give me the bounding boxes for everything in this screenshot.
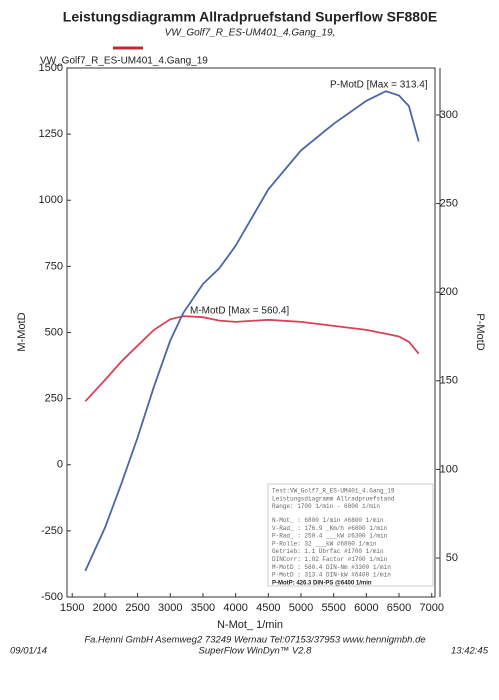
info-box — [267, 483, 434, 587]
footer-time: 13:42:45 — [451, 646, 489, 657]
y2-tick-label: 200 — [440, 286, 458, 298]
info-line: Leistungsdiagramm Allradpruefstand — [272, 495, 395, 502]
x-tick-label: 4500 — [256, 602, 280, 614]
y-tick-label: -250 — [41, 525, 63, 537]
chart-title: Leistungsdiagramm Allradpruefstand Super… — [63, 9, 437, 25]
y2-tick-label: 250 — [440, 197, 458, 209]
info-line: N-Mot_ : 6800 1/min #6800 1/min — [272, 517, 384, 524]
series-line — [84, 315, 420, 402]
footer-date: 09/01/14 — [10, 646, 47, 657]
info-line: P-MotP: 426.3 DIN-PS @6400 1/min — [272, 580, 372, 586]
legend-label: VW_Golf7_R_ES-UM401_4.Gang_19 — [40, 56, 208, 67]
x-axis-label: N-Mot_ 1/min — [217, 619, 283, 631]
x-tick-label: 7000 — [419, 602, 443, 614]
x-tick-label: 2500 — [125, 602, 149, 614]
y-tick-label: -500 — [41, 591, 63, 603]
y-tick-label: 750 — [45, 260, 63, 272]
x-tick-label: 3500 — [191, 602, 215, 614]
y-tick-label: 0 — [57, 459, 63, 471]
y2-axis-label: P-MotD — [474, 313, 486, 350]
x-tick-label: 3000 — [158, 602, 182, 614]
info-line: Range: 1700 1/min - 6800 1/min — [272, 503, 380, 510]
x-tick-label: 6000 — [354, 602, 378, 614]
annotation: P-MotD [Max = 313.4] — [330, 80, 428, 91]
y-tick-label: 1250 — [39, 128, 63, 140]
footer-software: SuperFlow WinDyn™ V2.8 — [199, 646, 313, 657]
info-line: Getrieb: 1.1 Übrfac #1700 1/min — [272, 548, 384, 555]
y-tick-label: 1000 — [39, 194, 63, 206]
annotation: M-MotD [Max = 560.4] — [190, 306, 289, 317]
y-axis-label: M-MotD — [16, 312, 28, 351]
series-line — [84, 90, 420, 572]
y-tick-label: 1500 — [39, 62, 63, 74]
info-line: P-Rolle: 32 ___kW #6800 1/min — [272, 540, 377, 547]
x-tick-label: 5000 — [289, 602, 313, 614]
x-tick-label: 1500 — [60, 602, 84, 614]
x-tick-label: 6500 — [387, 602, 411, 614]
y2-tick-label: 50 — [446, 552, 458, 564]
info-line: P-Rad_ : 250.4 ___kW #6300 1/min — [272, 533, 388, 540]
info-line: V-Rad_ : 176.9 _Km/h #6800 1/min — [272, 525, 388, 532]
info-line: M-MotD : 560.4 DIN-Nm #3300 1/min — [272, 564, 391, 571]
subtitle: VW_Golf7_R_ES-UM401_4.Gang_19, — [165, 28, 336, 39]
y2-tick-label: 100 — [440, 463, 458, 475]
footer-address: Fa.Henni GmbH Asemweg2 73249 Wernau Tel:… — [84, 635, 425, 646]
y2-tick-label: 300 — [440, 109, 458, 121]
y-tick-label: 500 — [45, 326, 63, 338]
y2-tick-label: 150 — [440, 375, 458, 387]
info-line: Test:VW_Golf7_R_ES-UM401_4.Gang_19 — [272, 488, 395, 495]
info-line: DINCorr: 1.02 Factor #1700 1/min — [272, 556, 388, 563]
x-tick-label: 5500 — [321, 602, 345, 614]
x-tick-label: 4000 — [223, 602, 247, 614]
x-tick-label: 2000 — [93, 602, 117, 614]
y-tick-label: 250 — [45, 393, 63, 405]
info-line: P-MotD : 313.4 DIN-kW #6400 1/min — [272, 572, 391, 579]
